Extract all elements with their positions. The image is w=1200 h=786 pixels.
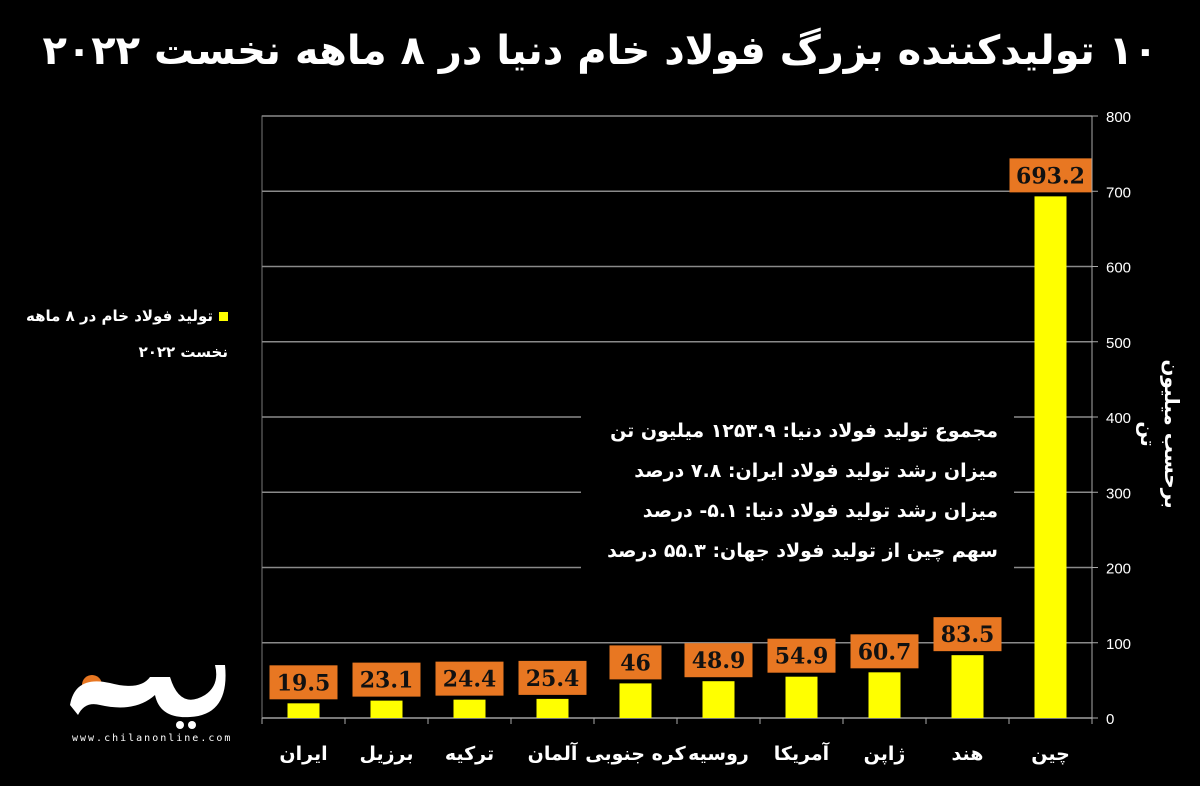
bar <box>453 699 486 718</box>
bar <box>702 681 735 718</box>
data-label-box <box>435 661 504 696</box>
data-label-box <box>609 645 662 680</box>
data-label-box <box>269 665 338 700</box>
bar <box>619 683 652 718</box>
x-tick-label: ترکیه <box>445 743 494 765</box>
x-tick-label: آلمان <box>528 741 578 765</box>
data-label-box <box>850 634 919 669</box>
x-tick-label: کره جنوبی <box>585 743 686 765</box>
y-tick-label: 400 <box>1106 410 1131 427</box>
x-tick-label: روسیه <box>688 743 749 765</box>
data-label-box <box>518 660 587 695</box>
info-world-growth: میزان رشد تولید فولاد دنیا: ۵.۱- درصد <box>642 500 998 522</box>
bar <box>287 703 320 718</box>
data-label-box <box>352 662 421 697</box>
data-label: 48.9 <box>692 648 746 674</box>
data-label: 25.4 <box>526 666 580 692</box>
data-label: 23.1 <box>360 668 414 694</box>
y-axis-label: برحسب میلیون تن <box>1136 359 1184 509</box>
chart-title: ۱۰ تولیدکننده بزرگ فولاد خام دنیا در ۸ م… <box>42 28 1158 74</box>
data-label: 693.2 <box>1016 163 1085 189</box>
bar <box>536 698 569 718</box>
data-label: 24.4 <box>443 667 497 693</box>
data-label: 54.9 <box>775 644 829 670</box>
y-tick-label: 300 <box>1106 485 1131 502</box>
legend-swatch <box>219 312 228 321</box>
bar <box>951 655 984 718</box>
info-iran-growth: میزان رشد تولید فولاد ایران: ۷.۸ درصد <box>634 460 998 482</box>
x-tick-label: آمریکا <box>774 741 830 765</box>
logo-url: www.chilanonline.com <box>72 733 233 744</box>
bar <box>868 672 901 718</box>
data-label: 60.7 <box>858 639 912 665</box>
chilan-logo <box>30 655 230 745</box>
y-tick-label: 600 <box>1106 260 1131 277</box>
data-label: 83.5 <box>941 622 995 648</box>
data-label-box <box>933 617 1002 652</box>
info-total-production: مجموع تولید فولاد دنیا: ۱۲۵۳.۹ میلیون تن <box>610 420 998 442</box>
data-label-box <box>1009 158 1092 193</box>
data-label-box <box>684 643 753 678</box>
x-tick-label: ژاپن <box>864 743 906 765</box>
legend: تولید فولاد خام در ۸ ماهه نخست ۲۰۲۲ <box>18 298 228 370</box>
x-tick-label: چین <box>1031 743 1070 765</box>
bar <box>1034 196 1067 718</box>
info-box: مجموع تولید فولاد دنیا: ۱۲۵۳.۹ میلیون تن… <box>581 403 1014 575</box>
x-tick-label: هند <box>952 743 984 765</box>
y-tick-label: 700 <box>1106 184 1131 201</box>
bar <box>370 700 403 718</box>
info-china-share: سهم چین از تولید فولاد جهان: ۵۵.۳ درصد <box>607 540 998 562</box>
legend-label-line1: تولید فولاد خام در ۸ ماهه <box>25 307 213 325</box>
y-tick-label: 200 <box>1106 561 1131 578</box>
y-tick-label: 0 <box>1106 711 1114 728</box>
y-tick-label: 100 <box>1106 636 1131 653</box>
data-label: 46 <box>620 650 651 676</box>
bar <box>785 676 818 718</box>
legend-label-line2: نخست ۲۰۲۲ <box>138 343 228 361</box>
data-label-box <box>767 638 836 673</box>
data-label: 19.5 <box>277 670 331 696</box>
x-tick-label: ایران <box>279 743 327 765</box>
y-tick-label: 800 <box>1106 109 1131 126</box>
y-tick-label: 500 <box>1106 335 1131 352</box>
x-tick-label: برزیل <box>360 743 414 765</box>
